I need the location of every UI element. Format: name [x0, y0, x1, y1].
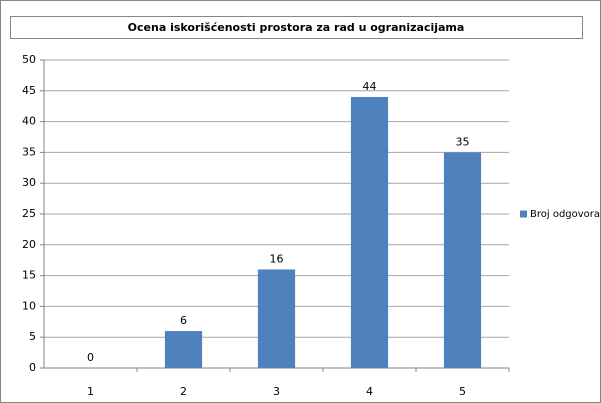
x-tick-label: 5: [459, 385, 466, 398]
y-tick-label: 10: [22, 299, 36, 312]
y-tick-label: 40: [22, 115, 36, 128]
data-label: 6: [180, 314, 187, 327]
x-tick-label: 3: [273, 385, 280, 398]
y-tick-label: 5: [29, 330, 36, 343]
y-tick-label: 25: [22, 207, 36, 220]
legend-swatch: [520, 210, 527, 218]
y-tick-label: 50: [22, 53, 36, 66]
bar: [164, 331, 203, 368]
bar: [443, 152, 482, 368]
title-box: [10, 16, 583, 39]
bar: [350, 96, 389, 369]
data-label: 0: [87, 351, 94, 364]
bar: [257, 269, 296, 368]
x-tick-label: 4: [366, 385, 373, 398]
data-label: 16: [270, 252, 284, 265]
y-tick-label: 0: [29, 361, 36, 374]
data-label: 44: [363, 80, 377, 93]
y-tick-label: 45: [22, 84, 36, 97]
chart-title: Ocena iskorišćenosti prostora za rad u o…: [128, 21, 465, 34]
y-tick-label: 20: [22, 238, 36, 251]
x-tick-label: 2: [180, 385, 187, 398]
y-tick-label: 15: [22, 269, 36, 282]
y-tick-label: 30: [22, 176, 36, 189]
x-tick-label: 1: [87, 385, 94, 398]
y-tick-label: 35: [22, 145, 36, 158]
legend-label: Broj odgovora: [530, 209, 600, 220]
data-label: 35: [456, 135, 470, 148]
